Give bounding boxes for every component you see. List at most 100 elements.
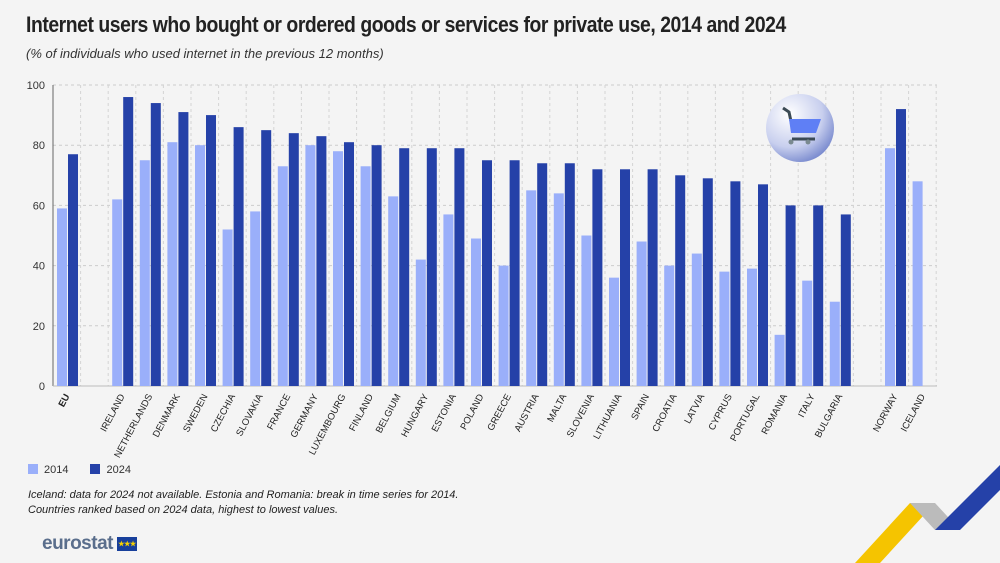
bar-2014-cyprus bbox=[719, 271, 730, 386]
bar-2024-greece bbox=[509, 160, 520, 386]
bar-2014-france bbox=[277, 166, 288, 386]
bar-2024-sweden bbox=[206, 115, 216, 386]
x-tick-label: BULGARIA bbox=[813, 392, 846, 440]
shopping-cart-icon bbox=[766, 94, 834, 162]
x-tick-label: SLOVAKIA bbox=[234, 392, 266, 439]
bar-2014-greece bbox=[498, 265, 509, 386]
bar-2024-germany bbox=[316, 136, 327, 386]
bar-2024-malta bbox=[564, 163, 575, 386]
bar-2014-finland bbox=[360, 166, 371, 386]
chart-title: Internet users who bought or ordered goo… bbox=[26, 12, 786, 37]
x-tick-label: SLOVENIA bbox=[565, 392, 597, 440]
bar-2024-spain bbox=[647, 169, 658, 386]
bar-2024-lithuania bbox=[620, 169, 630, 386]
legend-label: 2014 bbox=[44, 464, 69, 476]
bar-2014-slovakia bbox=[250, 211, 261, 386]
bar-2014-latvia bbox=[691, 253, 702, 386]
legend-item-2024: 2024 bbox=[90, 464, 131, 476]
y-tick-label: 80 bbox=[33, 140, 45, 152]
x-tick-label: LITHUANIA bbox=[591, 392, 624, 442]
legend: 2014 2024 bbox=[28, 464, 131, 476]
bar-2014-ireland bbox=[112, 199, 123, 386]
bar-2024-finland bbox=[371, 145, 382, 386]
bar-2014-belgium bbox=[388, 196, 399, 386]
y-tick-label: 60 bbox=[33, 200, 45, 212]
x-tick-label: CZECHIA bbox=[209, 392, 239, 435]
x-tick-label: GREECE bbox=[485, 392, 514, 433]
bar-2024-croatia bbox=[675, 175, 686, 386]
bar-2024-estonia bbox=[454, 148, 465, 386]
bar-2014-denmark bbox=[167, 142, 178, 386]
bar-2024-ireland bbox=[123, 97, 134, 386]
bar-2014-estonia bbox=[443, 214, 454, 386]
x-tick-label: CROATIA bbox=[650, 392, 680, 434]
bar-2024-bulgaria bbox=[840, 214, 851, 386]
x-tick-label: SWEDEN bbox=[181, 392, 210, 434]
bar-2014-spain bbox=[636, 241, 647, 386]
bar-2014-malta bbox=[553, 193, 564, 386]
x-tick-label: ROMANIA bbox=[760, 392, 791, 437]
footnote: Iceland: data for 2024 not available. Es… bbox=[28, 489, 459, 501]
bar-2024-netherlands bbox=[150, 103, 161, 386]
x-tick-label: FINLAND bbox=[347, 392, 376, 433]
x-tick-label: FRANCE bbox=[265, 392, 293, 432]
bar-2014-croatia bbox=[664, 265, 675, 386]
x-tick-label: HUNGARY bbox=[399, 392, 431, 440]
x-tick-label: IRELAND bbox=[99, 392, 128, 434]
x-tick-label: CYPRUS bbox=[707, 392, 735, 432]
bar-2024-denmark bbox=[178, 112, 189, 386]
bar-2014-lithuania bbox=[609, 277, 619, 386]
x-tick-label: AUSTRIA bbox=[513, 392, 542, 434]
bar-2024-eu bbox=[68, 154, 78, 386]
bar-2014-bulgaria bbox=[829, 301, 840, 386]
bar-2014-poland bbox=[471, 238, 481, 386]
logo-text: eurostat bbox=[42, 533, 113, 554]
bar-2014-sweden bbox=[195, 145, 205, 386]
decorative-chevron-icon bbox=[855, 465, 1000, 563]
bar-2014-luxembourg bbox=[333, 151, 343, 386]
x-tick-label: EU bbox=[57, 392, 73, 409]
y-tick-label: 20 bbox=[33, 321, 45, 333]
bar-2024-luxembourg bbox=[344, 142, 354, 386]
bar-2024-belgium bbox=[399, 148, 410, 386]
bar-2024-france bbox=[288, 133, 299, 386]
bar-2024-slovenia bbox=[592, 169, 603, 386]
x-tick-label: DENMARK bbox=[151, 392, 183, 440]
legend-label: 2024 bbox=[106, 464, 131, 476]
footnotes: Iceland: data for 2024 not available. Es… bbox=[28, 488, 458, 518]
x-tick-label: POLAND bbox=[458, 392, 486, 432]
bar-2014-slovenia bbox=[581, 235, 592, 386]
bar-2024-romania bbox=[785, 205, 796, 386]
x-tick-label: NORWAY bbox=[871, 392, 901, 434]
bar-2014-italy bbox=[802, 280, 813, 386]
bar-2014-romania bbox=[774, 334, 785, 386]
bar-2024-hungary bbox=[426, 148, 437, 386]
bar-2014-czechia bbox=[222, 229, 233, 386]
x-tick-label: ITALY bbox=[796, 392, 818, 420]
x-tick-label: LATVIA bbox=[682, 392, 707, 426]
x-tick-label: ESTONIA bbox=[430, 392, 460, 434]
bar-2024-slovakia bbox=[261, 130, 272, 386]
bar-2014-iceland bbox=[912, 181, 923, 386]
bar-2024-latvia bbox=[702, 178, 713, 386]
y-tick-label: 100 bbox=[27, 80, 45, 92]
bar-2014-portugal bbox=[747, 268, 757, 386]
bar-2014-austria bbox=[526, 190, 537, 386]
bar-2024-italy bbox=[813, 205, 824, 386]
y-tick-label: 0 bbox=[39, 381, 45, 393]
y-tick-label: 40 bbox=[33, 261, 45, 273]
bar-2024-norway bbox=[896, 109, 906, 386]
bar-2024-portugal bbox=[758, 184, 768, 386]
legend-item-2014: 2014 bbox=[28, 464, 68, 476]
eurostat-logo: eurostat ★★★ bbox=[42, 533, 137, 555]
bar-2024-poland bbox=[482, 160, 492, 386]
eu-flag-icon: ★★★ bbox=[116, 537, 137, 551]
bar-2014-norway bbox=[885, 148, 895, 386]
bar-2024-austria bbox=[537, 163, 548, 386]
bar-2014-germany bbox=[305, 145, 316, 386]
x-tick-label: MALTA bbox=[545, 392, 569, 424]
bar-2014-eu bbox=[57, 208, 67, 386]
x-tick-label: ICELAND bbox=[899, 392, 928, 434]
